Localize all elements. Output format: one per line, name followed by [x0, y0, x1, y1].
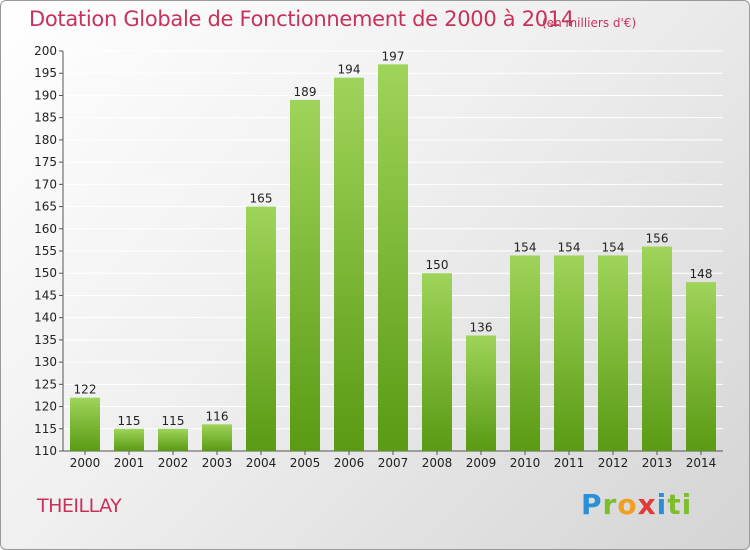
- bar: [158, 428, 188, 451]
- y-tick-label: 185: [34, 111, 57, 125]
- bar: [554, 255, 584, 451]
- x-tick-label: 2007: [378, 456, 409, 470]
- data-label: 116: [206, 409, 229, 423]
- x-tick-label: 2002: [158, 456, 189, 470]
- x-tick-label: 2003: [202, 456, 233, 470]
- y-tick-label: 145: [34, 288, 57, 302]
- y-tick-label: 190: [34, 88, 57, 102]
- y-tick-label: 200: [34, 44, 57, 58]
- data-label: 197: [382, 49, 405, 63]
- data-label: 194: [338, 63, 361, 77]
- x-tick-label: 2006: [334, 456, 365, 470]
- bar: [246, 206, 276, 451]
- bar: [202, 424, 232, 451]
- data-label: 115: [118, 414, 141, 428]
- bar: [422, 273, 452, 451]
- proxiti-logo: Proxiti: [581, 488, 693, 521]
- bar: [686, 282, 716, 451]
- x-tick-label: 2012: [598, 456, 629, 470]
- y-tick-label: 120: [34, 400, 57, 414]
- y-tick-label: 170: [34, 177, 57, 191]
- y-tick-label: 175: [34, 155, 57, 169]
- data-label: 154: [514, 240, 537, 254]
- bar: [334, 77, 364, 452]
- x-tick-label: 2000: [70, 456, 101, 470]
- bar: [598, 255, 628, 451]
- data-label: 165: [250, 192, 273, 206]
- x-tick-label: 2011: [554, 456, 585, 470]
- y-tick-label: 150: [34, 266, 57, 280]
- y-tick-label: 140: [34, 311, 57, 325]
- data-label: 115: [162, 414, 185, 428]
- data-label: 148: [690, 267, 713, 281]
- bar: [290, 99, 320, 451]
- data-label: 154: [558, 240, 581, 254]
- y-tick-label: 115: [34, 422, 57, 436]
- x-tick-label: 2008: [422, 456, 453, 470]
- y-tick-label: 125: [34, 377, 57, 391]
- chart-title: Dotation Globale de Fonctionnement de 20…: [29, 7, 574, 31]
- x-tick-label: 2005: [290, 456, 321, 470]
- bar: [114, 428, 144, 451]
- x-tick-label: 2009: [466, 456, 497, 470]
- x-tick-label: 2004: [246, 456, 277, 470]
- x-tick-label: 2014: [686, 456, 717, 470]
- x-tick-label: 2013: [642, 456, 673, 470]
- y-tick-label: 165: [34, 200, 57, 214]
- data-label: 136: [470, 320, 493, 334]
- y-tick-label: 160: [34, 222, 57, 236]
- y-tick-label: 195: [34, 66, 57, 80]
- data-label: 156: [646, 232, 669, 246]
- bar: [70, 397, 100, 451]
- data-label: 154: [602, 240, 625, 254]
- y-tick-label: 130: [34, 355, 57, 369]
- chart-subtitle: (en milliers d'€): [542, 16, 637, 30]
- y-tick-label: 135: [34, 333, 57, 347]
- x-tick-label: 2001: [114, 456, 145, 470]
- y-tick-label: 110: [34, 444, 57, 458]
- data-label: 189: [294, 85, 317, 99]
- x-tick-label: 2010: [510, 456, 541, 470]
- y-tick-label: 155: [34, 244, 57, 258]
- city-name: THEILLAY: [37, 495, 122, 517]
- bar: [378, 64, 408, 452]
- data-label: 122: [74, 383, 97, 397]
- bar: [510, 255, 540, 451]
- bar: [642, 246, 672, 451]
- y-tick-label: 180: [34, 133, 57, 147]
- bar: [466, 335, 496, 451]
- data-label: 150: [426, 258, 449, 272]
